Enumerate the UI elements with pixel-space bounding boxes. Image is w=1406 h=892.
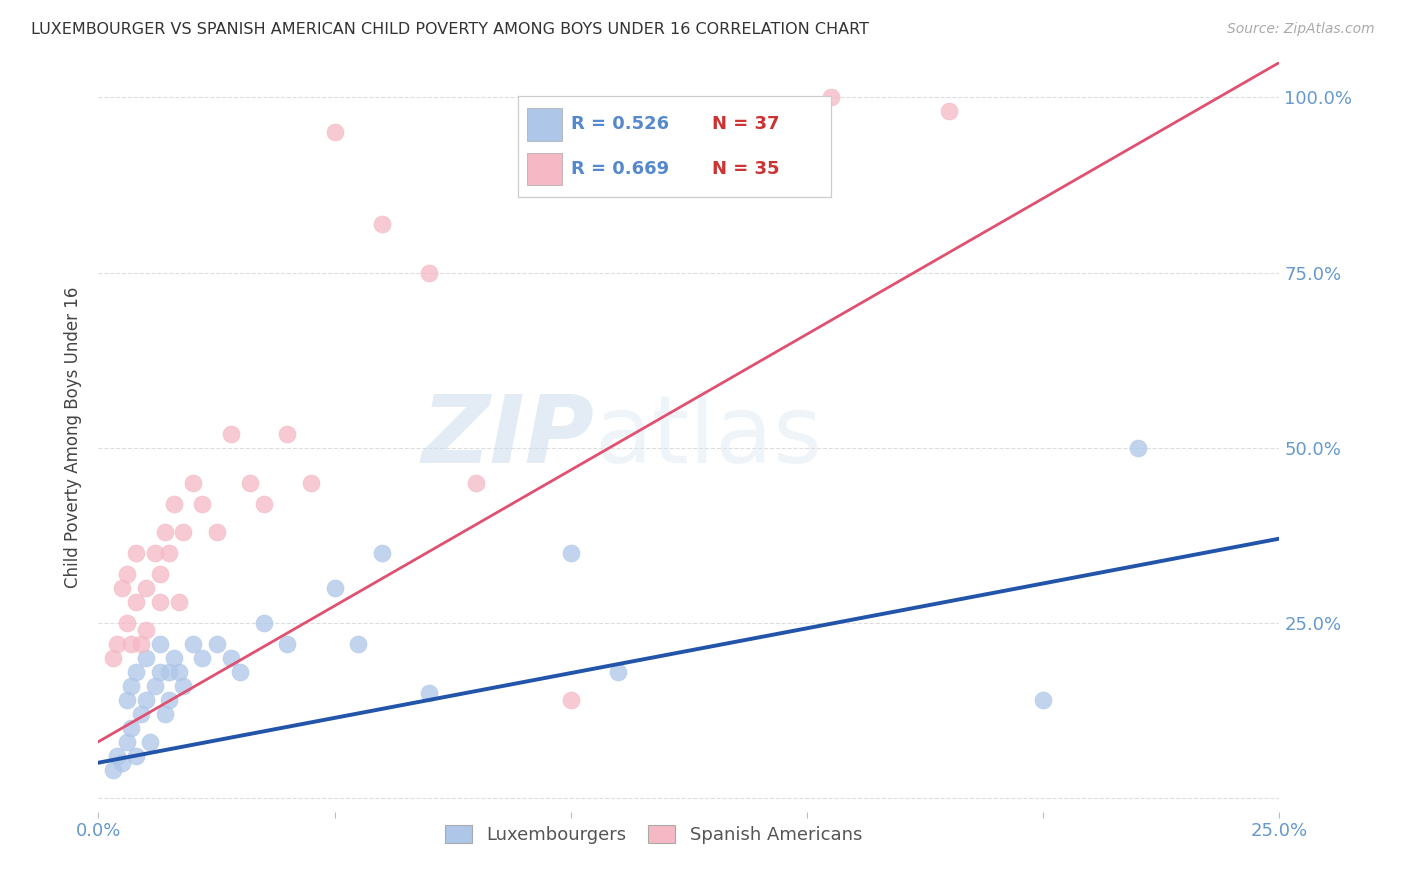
Point (149, 566, 172, 581)
Point (323, 126, 346, 140)
Point (101, 650, 124, 665)
Point (129, 706, 152, 721)
Point (163, 650, 186, 665)
Point (135, 692, 157, 706)
Point (181, 637, 204, 651)
Point (418, 266, 440, 280)
Point (536, 126, 558, 140)
Point (157, 665, 180, 679)
Point (205, 637, 228, 651)
Point (418, 686, 440, 700)
Point (371, 217, 394, 231)
Point (163, 497, 186, 511)
Point (1032, 692, 1054, 706)
Point (219, 650, 242, 665)
Point (101, 763, 124, 777)
Y-axis label: Child Poverty Among Boys Under 16: Child Poverty Among Boys Under 16 (65, 286, 83, 588)
Point (105, 748, 128, 763)
Point (135, 581, 157, 595)
Point (149, 637, 172, 651)
Text: LUXEMBOURGER VS SPANISH AMERICAN CHILD POVERTY AMONG BOYS UNDER 16 CORRELATION C: LUXEMBOURGER VS SPANISH AMERICAN CHILD P… (31, 22, 869, 37)
Point (253, 615, 276, 630)
Point (239, 475, 262, 490)
Point (149, 665, 172, 679)
Point (129, 637, 152, 651)
Text: Source: ZipAtlas.com: Source: ZipAtlas.com (1227, 22, 1375, 37)
Point (560, 692, 582, 706)
Point (115, 566, 138, 581)
Point (121, 637, 143, 651)
Point (105, 637, 128, 651)
Point (253, 497, 276, 511)
Point (115, 692, 138, 706)
Point (276, 426, 298, 441)
Point (111, 581, 134, 595)
Point (125, 594, 148, 608)
Point (125, 665, 148, 679)
Point (191, 650, 214, 665)
Point (371, 546, 394, 560)
Point (181, 475, 204, 490)
Point (125, 546, 148, 560)
Point (938, 104, 960, 119)
Point (1126, 441, 1149, 455)
Point (219, 426, 242, 441)
Point (172, 679, 194, 693)
Point (167, 665, 190, 679)
Point (121, 721, 143, 735)
Point (139, 734, 162, 748)
Point (143, 679, 166, 693)
Point (465, 475, 488, 490)
Point (323, 581, 346, 595)
Point (560, 546, 582, 560)
Point (115, 734, 138, 748)
Point (115, 615, 138, 630)
Text: atlas: atlas (595, 391, 823, 483)
Point (149, 594, 172, 608)
Point (299, 475, 322, 490)
Point (172, 524, 194, 539)
Point (135, 650, 157, 665)
Point (167, 594, 190, 608)
Point (153, 524, 176, 539)
Point (347, 637, 370, 651)
Point (111, 756, 134, 770)
Point (121, 679, 143, 693)
Point (229, 665, 252, 679)
Point (143, 546, 166, 560)
Point (153, 706, 176, 721)
Point (191, 497, 214, 511)
Point (205, 524, 228, 539)
Point (820, 90, 842, 104)
Text: ZIP: ZIP (422, 391, 595, 483)
Point (276, 637, 298, 651)
Point (607, 665, 630, 679)
Point (157, 692, 180, 706)
Legend: Luxembourgers, Spanish Americans: Luxembourgers, Spanish Americans (437, 818, 869, 851)
Point (157, 546, 180, 560)
Point (135, 623, 157, 637)
Point (125, 748, 148, 763)
